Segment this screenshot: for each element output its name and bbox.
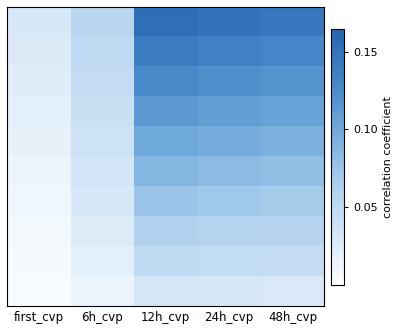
Y-axis label: correlation coefficient: correlation coefficient bbox=[383, 96, 393, 217]
